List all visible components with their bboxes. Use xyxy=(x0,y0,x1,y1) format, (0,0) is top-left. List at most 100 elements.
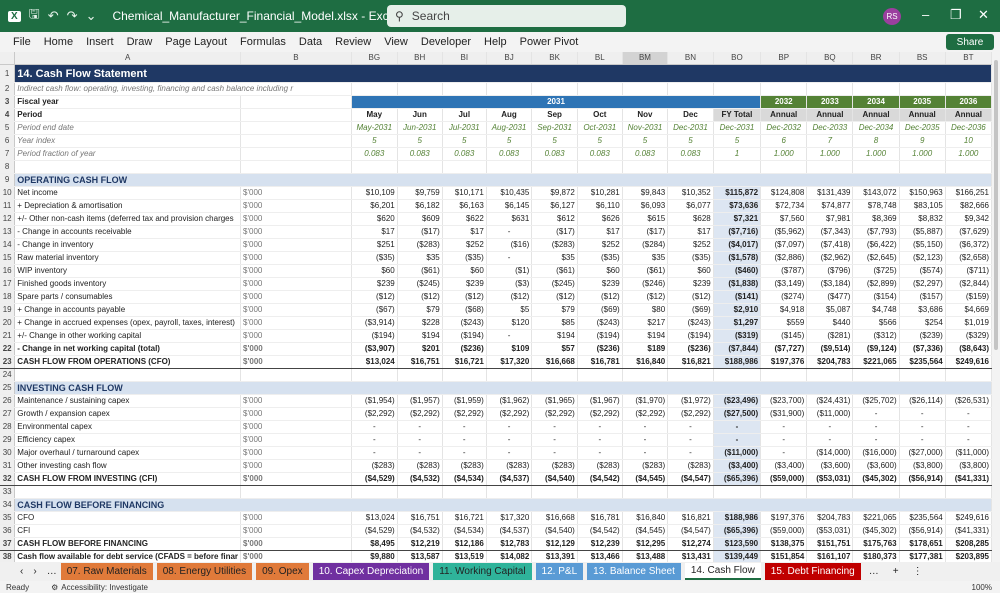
value-cell[interactable]: ($45,302) xyxy=(852,472,900,486)
value-cell[interactable]: $252 xyxy=(442,238,487,252)
meta-value[interactable]: 1.000 xyxy=(760,147,808,161)
value-cell[interactable]: - xyxy=(713,433,762,447)
value-cell[interactable]: $35 xyxy=(397,251,443,265)
value-cell[interactable]: ($4,532) xyxy=(397,472,443,486)
value-cell[interactable]: - xyxy=(486,420,533,434)
value-cell[interactable]: ($35) xyxy=(667,251,714,265)
value-cell[interactable]: ($283) xyxy=(397,238,443,252)
value-cell[interactable]: $139,449 xyxy=(713,550,762,562)
value-cell[interactable]: ($3,907) xyxy=(351,342,398,356)
value-cell[interactable]: ($283) xyxy=(622,459,669,473)
sheet-tab[interactable]: 11. Working Capital xyxy=(433,563,532,580)
value-cell[interactable]: $197,376 xyxy=(760,511,808,525)
value-cell[interactable]: $228 xyxy=(397,316,443,330)
value-cell[interactable]: ($283) xyxy=(351,459,398,473)
value-cell[interactable]: $17,320 xyxy=(486,355,533,369)
value-cell[interactable]: $13,431 xyxy=(667,550,714,562)
tab-more-icon[interactable]: … xyxy=(46,566,57,577)
value-cell[interactable]: ($17) xyxy=(397,225,443,239)
value-cell[interactable]: ($245) xyxy=(397,277,443,291)
value-cell[interactable]: $235,564 xyxy=(899,511,946,525)
value-cell[interactable]: $6,093 xyxy=(622,199,669,213)
value-cell[interactable]: $620 xyxy=(351,212,398,226)
value-cell[interactable]: - xyxy=(667,420,714,434)
meta-label[interactable]: Period fraction of year xyxy=(14,147,242,161)
value-cell[interactable]: - xyxy=(806,420,854,434)
value-cell[interactable]: - xyxy=(486,433,533,447)
value-cell[interactable]: ($236) xyxy=(667,342,714,356)
value-cell[interactable]: $109 xyxy=(486,342,533,356)
period-header[interactable]: Jun xyxy=(397,108,443,122)
accessibility-status[interactable]: Accessibility: Investigate xyxy=(61,582,148,592)
value-cell[interactable]: $235,564 xyxy=(899,355,946,369)
unit-cell[interactable]: $'000 xyxy=(240,550,352,562)
period-header[interactable]: Annual xyxy=(806,108,854,122)
value-cell[interactable]: - xyxy=(351,420,398,434)
value-cell[interactable]: $9,342 xyxy=(945,212,992,226)
period-header[interactable]: Sep xyxy=(531,108,578,122)
row-label[interactable]: Efficiency capex xyxy=(14,433,242,447)
value-cell[interactable]: $7,560 xyxy=(760,212,808,226)
value-cell[interactable]: $188,986 xyxy=(713,511,762,525)
row-header[interactable]: 5 xyxy=(0,121,16,135)
value-cell[interactable]: ($24,431) xyxy=(806,394,854,408)
column-header[interactable]: B xyxy=(240,52,352,65)
value-cell[interactable]: - xyxy=(899,420,946,434)
value-cell[interactable]: - xyxy=(531,446,578,460)
value-cell[interactable]: ($2,658) xyxy=(945,251,992,265)
value-cell[interactable]: ($12) xyxy=(397,290,443,304)
value-cell[interactable]: ($61) xyxy=(397,264,443,278)
value-cell[interactable]: ($2,844) xyxy=(945,277,992,291)
value-cell[interactable]: $60 xyxy=(577,264,623,278)
value-cell[interactable]: ($3,600) xyxy=(852,459,900,473)
value-cell[interactable]: ($4,542) xyxy=(577,472,623,486)
value-cell[interactable]: ($41,331) xyxy=(945,524,992,538)
value-cell[interactable]: - xyxy=(577,446,623,460)
meta-value[interactable]: 0.083 xyxy=(442,147,487,161)
value-cell[interactable]: $2,910 xyxy=(713,303,762,317)
value-cell[interactable]: $16,781 xyxy=(577,511,623,525)
value-cell[interactable]: $178,651 xyxy=(899,537,946,551)
value-cell[interactable]: $254 xyxy=(899,316,946,330)
row-label[interactable]: +/- Other non-cash items (deferred tax a… xyxy=(14,212,242,226)
value-cell[interactable]: - xyxy=(852,407,900,421)
value-cell[interactable]: $221,065 xyxy=(852,355,900,369)
unit-cell[interactable]: $'000 xyxy=(240,225,352,239)
row-label[interactable]: Finished goods inventory xyxy=(14,277,242,291)
value-cell[interactable]: ($3,800) xyxy=(945,459,992,473)
sheet-tab[interactable]: 07. Raw Materials xyxy=(60,563,153,580)
sheet-tab[interactable]: 08. Energy Utilities xyxy=(156,563,253,580)
value-cell[interactable]: ($59,000) xyxy=(760,472,808,486)
value-cell[interactable]: $9,843 xyxy=(622,186,669,200)
value-cell[interactable]: $83,105 xyxy=(899,199,946,213)
value-cell[interactable]: ($45,302) xyxy=(852,524,900,538)
value-cell[interactable]: $16,840 xyxy=(622,355,669,369)
value-cell[interactable]: ($17) xyxy=(622,225,669,239)
value-cell[interactable]: ($25,702) xyxy=(852,394,900,408)
column-header[interactable]: BI xyxy=(442,52,487,65)
value-cell[interactable]: $13,466 xyxy=(577,550,623,562)
value-cell[interactable]: $16,751 xyxy=(397,511,443,525)
year-header[interactable]: 2033 xyxy=(806,95,854,109)
more-tabs-icon[interactable]: … xyxy=(868,566,879,577)
value-cell[interactable]: ($4,547) xyxy=(667,524,714,538)
value-cell[interactable]: ($283) xyxy=(531,459,578,473)
value-cell[interactable]: - xyxy=(760,446,808,460)
menu-view[interactable]: View xyxy=(384,36,408,48)
value-cell[interactable]: $5 xyxy=(486,303,533,317)
value-cell[interactable]: - xyxy=(397,433,443,447)
value-cell[interactable]: - xyxy=(486,329,533,343)
value-cell[interactable]: ($7,727) xyxy=(760,342,808,356)
value-cell[interactable]: ($12) xyxy=(622,290,669,304)
value-cell[interactable]: ($4,542) xyxy=(577,524,623,538)
value-cell[interactable]: $16,821 xyxy=(667,355,714,369)
unit-cell[interactable]: $'000 xyxy=(240,420,352,434)
unit-cell[interactable]: $'000 xyxy=(240,433,352,447)
value-cell[interactable]: - xyxy=(852,420,900,434)
value-cell[interactable]: ($329) xyxy=(945,329,992,343)
value-cell[interactable]: $166,251 xyxy=(945,186,992,200)
value-cell[interactable]: ($35) xyxy=(442,251,487,265)
value-cell[interactable]: $12,129 xyxy=(531,537,578,551)
row-label[interactable]: Other investing cash flow xyxy=(14,459,242,473)
value-cell[interactable]: ($35) xyxy=(577,251,623,265)
